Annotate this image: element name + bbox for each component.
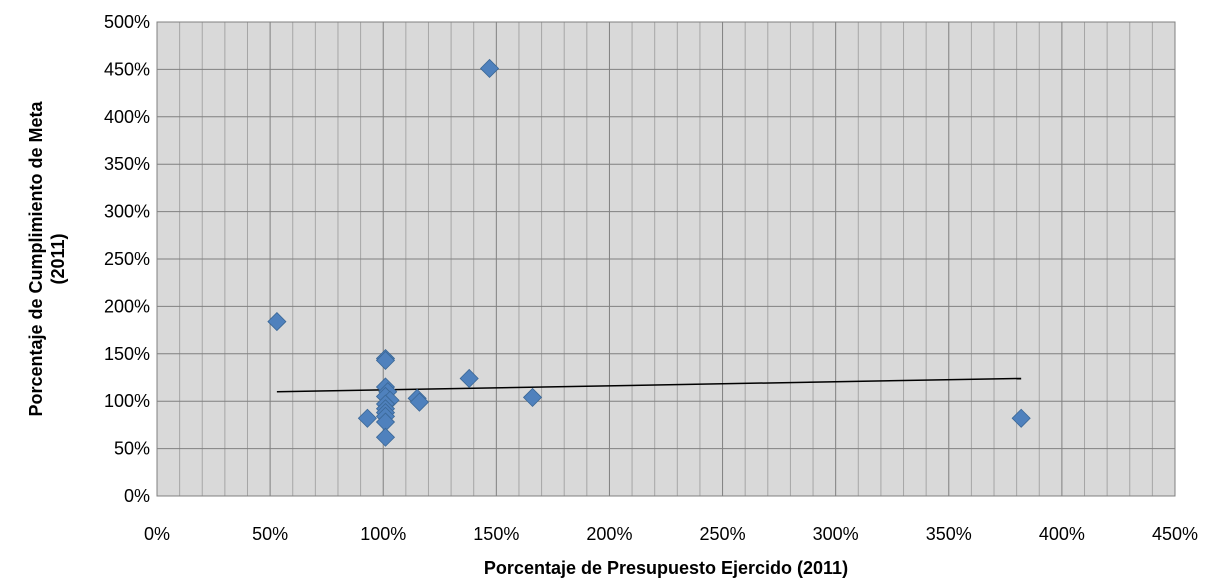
y-axis-title-group: Porcentaje de Cumplimiento de Meta (2011… [26,100,68,416]
x-tick-label: 150% [473,524,519,544]
y-tick-label: 0% [124,486,150,506]
data-point [267,312,287,332]
x-tick-label: 300% [813,524,859,544]
y-tick-label: 450% [104,59,150,79]
y-tick-label: 400% [104,107,150,127]
plot-border [156,21,1176,497]
data-point [375,350,396,371]
x-tick-label: 50% [252,524,288,544]
trendline [276,377,1022,393]
x-tick-label: 0% [144,524,170,544]
x-tick-label: 200% [586,524,632,544]
data-point [1011,408,1031,428]
y-axis-title-line1: Porcentaje de Cumplimiento de Meta [26,100,46,416]
data-point [375,427,396,447]
x-tick-label: 350% [926,524,972,544]
x-tick-label: 100% [360,524,406,544]
x-tick-label: 250% [700,524,746,544]
data-point [409,392,429,412]
y-tick-label: 150% [104,344,150,364]
data-point [479,58,500,79]
data-point [357,408,377,428]
y-tick-label: 300% [104,202,150,222]
x-axis-title: Porcentaje de Presupuesto Ejercido (2011… [484,558,848,578]
y-tick-label: 200% [104,296,150,316]
x-tick-label: 450% [1152,524,1198,544]
y-tick-label: 500% [104,12,150,32]
x-tick-label: 400% [1039,524,1085,544]
data-point [522,387,543,407]
x-tick-labels: 0% 50% 100% 150% 200% 250% 300% 350% 400% 450% [144,524,1198,544]
y-tick-labels: 0% 50% 100% 150% 200% 250% 300% 350% 400% 450% 500… [104,12,150,506]
y-tick-label: 350% [104,154,150,174]
y-tick-label: 50% [114,439,150,459]
data-point [459,368,479,389]
y-axis-title-line2: (2011) [48,233,68,284]
y-tick-label: 100% [104,391,150,411]
data-points [267,58,1031,447]
y-tick-label: 250% [104,249,150,269]
